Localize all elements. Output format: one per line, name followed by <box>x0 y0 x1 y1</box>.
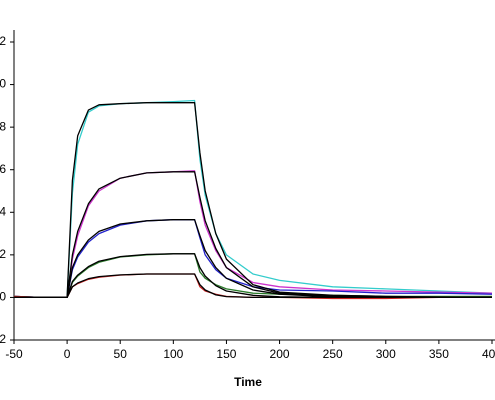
x-axis-title: Time <box>234 375 262 389</box>
y-tick-label: 2 <box>0 247 6 261</box>
x-tick-label: 200 <box>270 347 290 361</box>
y-tick-label: 4 <box>0 204 6 218</box>
x-tick-label: 150 <box>216 347 236 361</box>
x-tick-label: -50 <box>5 347 23 361</box>
x-tick-label: 0 <box>64 347 71 361</box>
y-tick-label: 12 <box>0 34 6 48</box>
sensorgram-line <box>13 99 493 299</box>
y-tick-label: -2 <box>0 332 6 346</box>
y-tick-label: 6 <box>0 162 6 176</box>
sensorgram-line <box>13 219 493 299</box>
x-tick-label: 250 <box>323 347 343 361</box>
x-tick-label: 350 <box>429 347 449 361</box>
x-tick-label: 50 <box>114 347 128 361</box>
y-tick-label: 10 <box>0 77 6 91</box>
sensorgram-line <box>14 219 492 299</box>
x-tick-label: 400 <box>482 347 495 361</box>
sensorgram-line <box>14 171 492 299</box>
y-tick-label: 0 <box>0 290 6 304</box>
sensorgram-line <box>13 170 493 299</box>
x-tick-label: 300 <box>376 347 396 361</box>
x-tick-label: 100 <box>163 347 183 361</box>
sensorgram-line <box>14 102 493 299</box>
sensorgram-line <box>14 273 492 299</box>
y-tick-label: 8 <box>0 119 6 133</box>
